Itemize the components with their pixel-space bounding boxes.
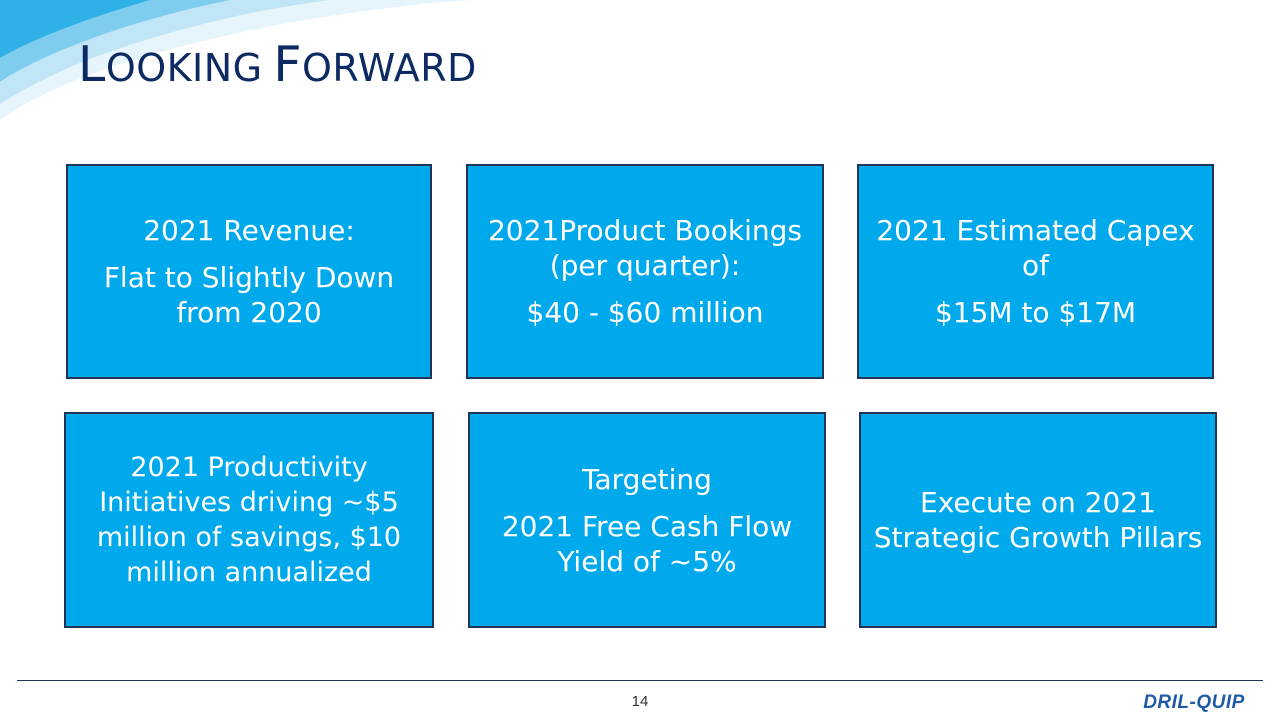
card-text: 2021 Productivity Initiatives driving ~$… xyxy=(96,451,402,589)
card-text: Execute on 2021 Strategic Growth Pillars xyxy=(873,486,1203,554)
card-detail: $40 - $60 million xyxy=(526,296,764,329)
page-number: 14 xyxy=(631,693,649,710)
title-second-rest: ORWARD xyxy=(302,46,477,90)
title-first-rest: OOKING xyxy=(105,46,263,90)
card-heading: 2021Product Bookings (per quarter): xyxy=(487,214,803,282)
corner-wave-decoration xyxy=(0,0,470,120)
slide-title: LOOKING FORWARD xyxy=(78,40,477,89)
footer-divider xyxy=(17,680,1263,681)
card-detail: 2021 Free Cash Flow Yield of ~5% xyxy=(501,509,793,578)
revenue-outlook-card: 2021 Revenue: Flat to Slightly Down from… xyxy=(66,164,432,379)
card-detail: Flat to Slightly Down from 2020 xyxy=(103,261,395,329)
card-heading: 2021 Revenue: xyxy=(143,214,355,247)
productivity-initiatives-card: 2021 Productivity Initiatives driving ~$… xyxy=(64,412,434,628)
card-heading: Targeting xyxy=(582,462,712,496)
capex-estimate-card: 2021 Estimated Capex of $15M to $17M xyxy=(857,164,1214,379)
product-bookings-card: 2021Product Bookings (per quarter): $40 … xyxy=(466,164,824,379)
card-heading: 2021 Estimated Capex of xyxy=(876,214,1195,282)
logo-wordmark: DRIL-QUIP xyxy=(1143,692,1245,713)
free-cash-flow-card: Targeting 2021 Free Cash Flow Yield of ~… xyxy=(468,412,826,628)
growth-pillars-card: Execute on 2021 Strategic Growth Pillars xyxy=(859,412,1217,628)
dril-quip-logo: DRIL-QUIP xyxy=(1143,692,1245,713)
card-detail: $15M to $17M xyxy=(934,296,1137,329)
title-second-capital: F xyxy=(273,36,302,93)
title-first-capital: L xyxy=(78,36,106,93)
